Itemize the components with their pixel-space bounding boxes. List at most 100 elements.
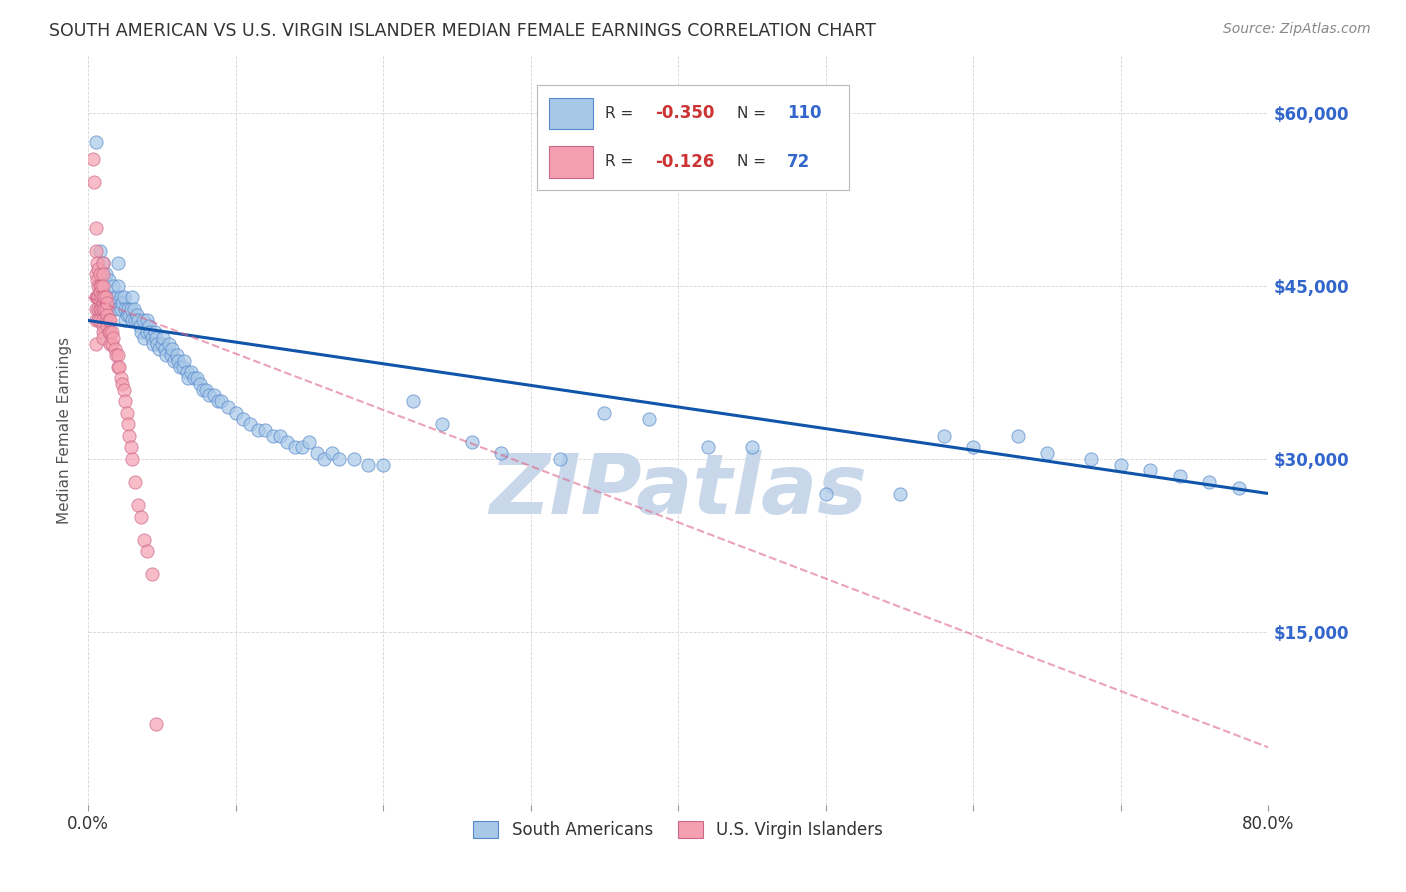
Point: [121, 313, 143, 327]
Point: [128, 319, 150, 334]
Point: [105, 290, 128, 304]
Point: [90, 301, 112, 316]
Point: [115, 406, 138, 420]
Point: [136, 325, 159, 339]
Point: [124, 475, 146, 489]
Point: [402, 394, 425, 409]
Text: SOUTH AMERICAN VS U.S. VIRGIN ISLANDER MEDIAN FEMALE EARNINGS CORRELATION CHART: SOUTH AMERICAN VS U.S. VIRGIN ISLANDER M…: [49, 22, 876, 40]
Point: [84, 221, 107, 235]
Point: [104, 296, 127, 310]
Point: [142, 336, 165, 351]
Point: [143, 325, 166, 339]
Point: [103, 278, 125, 293]
Point: [107, 301, 129, 316]
Point: [343, 451, 366, 466]
Point: [186, 371, 208, 385]
Point: [155, 348, 177, 362]
Point: [328, 451, 350, 466]
Point: [91, 301, 114, 316]
Point: [84, 135, 107, 149]
Point: [254, 423, 277, 437]
Point: [98, 313, 121, 327]
Point: [107, 278, 129, 293]
Point: [136, 544, 159, 558]
Point: [198, 388, 221, 402]
Point: [173, 354, 195, 368]
Point: [183, 371, 205, 385]
Legend: South Americans, U.S. Virgin Islanders: South Americans, U.S. Virgin Islanders: [467, 814, 890, 846]
Point: [195, 383, 218, 397]
Point: [127, 313, 149, 327]
Point: [87, 261, 110, 276]
Point: [262, 429, 284, 443]
Point: [89, 278, 111, 293]
Point: [94, 268, 117, 282]
Point: [98, 290, 121, 304]
Point: [91, 331, 114, 345]
Point: [932, 429, 955, 443]
Point: [889, 486, 911, 500]
Point: [115, 308, 138, 322]
Point: [91, 268, 114, 282]
Point: [103, 331, 125, 345]
Point: [86, 290, 108, 304]
Point: [120, 441, 142, 455]
Point: [84, 268, 107, 282]
Point: [100, 325, 122, 339]
Point: [321, 446, 343, 460]
Point: [84, 301, 107, 316]
Point: [107, 348, 129, 362]
Point: [134, 533, 156, 547]
Point: [97, 273, 120, 287]
Point: [120, 301, 142, 316]
Point: [89, 285, 111, 299]
Point: [91, 290, 114, 304]
Point: [1036, 446, 1059, 460]
Point: [87, 290, 110, 304]
Point: [232, 411, 254, 425]
Point: [148, 343, 170, 357]
Point: [84, 290, 107, 304]
Point: [150, 336, 173, 351]
Point: [284, 441, 307, 455]
Point: [136, 313, 159, 327]
Point: [696, 441, 718, 455]
Point: [152, 331, 174, 345]
Point: [209, 394, 232, 409]
Point: [84, 336, 107, 351]
Point: [167, 354, 190, 368]
Point: [172, 359, 194, 374]
Point: [96, 319, 118, 334]
Point: [276, 434, 298, 449]
Point: [188, 376, 211, 391]
Point: [207, 394, 229, 409]
Point: [110, 290, 132, 304]
Point: [94, 290, 117, 304]
Point: [87, 313, 110, 327]
Point: [87, 301, 110, 316]
Point: [121, 451, 143, 466]
Point: [1198, 475, 1220, 489]
Point: [89, 301, 111, 316]
Point: [225, 406, 247, 420]
Point: [129, 509, 152, 524]
Point: [100, 301, 122, 316]
Point: [246, 423, 269, 437]
Point: [146, 336, 169, 351]
Point: [118, 308, 141, 322]
Point: [1080, 451, 1102, 466]
Point: [357, 458, 380, 472]
Point: [94, 301, 117, 316]
Point: [90, 278, 112, 293]
Point: [91, 313, 114, 327]
Point: [637, 411, 659, 425]
Point: [132, 313, 155, 327]
Point: [129, 325, 152, 339]
Point: [193, 383, 215, 397]
Point: [127, 498, 149, 512]
Point: [96, 308, 118, 322]
Point: [86, 273, 108, 287]
Point: [114, 394, 136, 409]
Point: [125, 308, 148, 322]
Point: [89, 313, 111, 327]
